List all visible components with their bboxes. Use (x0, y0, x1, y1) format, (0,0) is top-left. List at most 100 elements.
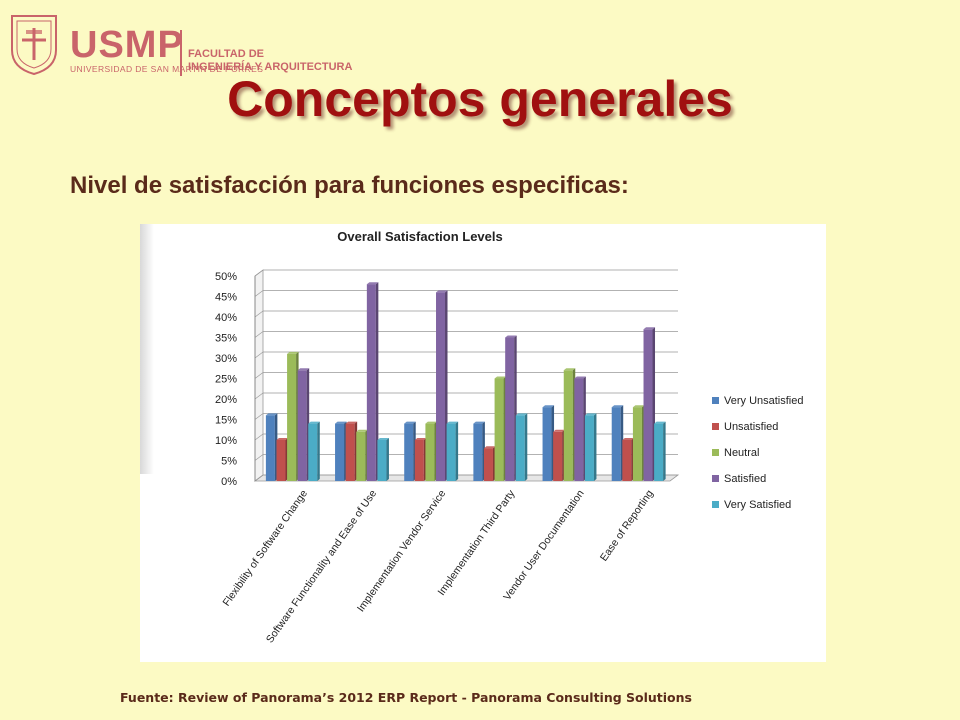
bar-top (494, 376, 507, 379)
bar-top (377, 438, 389, 440)
bar-side (593, 413, 597, 481)
bar (345, 423, 355, 481)
bar-top (574, 376, 586, 379)
x-tick-label: Ease of Reporting (598, 488, 656, 564)
bar-top (366, 282, 379, 285)
y-tick-label: 5% (221, 456, 237, 468)
legend-label: Very Unsatisfied (724, 395, 803, 407)
bar (483, 448, 493, 481)
logo-text: USMP (70, 24, 184, 66)
satisfaction-chart: Overall Satisfaction Levels 0% 5% 10% 15% 20%… (215, 229, 804, 646)
bar-top (505, 335, 517, 338)
bar (308, 423, 318, 481)
bar-top (436, 290, 448, 293)
bar (542, 407, 552, 481)
bar-top (356, 429, 368, 432)
university-seal-icon (11, 15, 57, 76)
y-tick-label: 50% (215, 271, 237, 283)
bar-top (632, 405, 645, 408)
logo-divider (180, 30, 182, 76)
bar-top (584, 413, 597, 416)
gridline-depth (254, 310, 264, 318)
slide-title: Conceptos generales (227, 71, 733, 127)
bar-top (345, 421, 358, 424)
bar-top (643, 327, 656, 330)
bar-top (446, 421, 459, 424)
bar (404, 423, 414, 481)
y-tick-label: 0% (221, 476, 237, 488)
legend-swatch (712, 475, 719, 482)
bar (265, 415, 275, 481)
bar (505, 337, 515, 481)
bar (622, 440, 632, 481)
legend-swatch (712, 501, 719, 508)
bar (584, 415, 594, 481)
bar-top (622, 438, 634, 440)
y-tick-label: 45% (215, 292, 237, 304)
x-tick-label: Vendor User Documentation (501, 488, 587, 603)
bar (643, 329, 653, 481)
bar-side (386, 438, 389, 481)
gridline-depth (254, 454, 264, 461)
y-tick-label: 35% (215, 333, 237, 345)
legend-label: Satisfied (724, 473, 766, 485)
bar-side (455, 421, 459, 481)
bar (414, 440, 424, 481)
bar (297, 370, 307, 481)
bar-side (663, 421, 666, 481)
bar-top (276, 438, 288, 440)
bar-top (553, 429, 565, 432)
bar (356, 431, 366, 481)
bar-top (414, 438, 427, 440)
slide-subtitle: Nivel de satisfacción para funciones esp… (70, 172, 629, 199)
gridline-depth (254, 351, 264, 359)
bar (276, 440, 286, 481)
bar (654, 423, 664, 481)
chart-container: Overall Satisfaction Levels 0% 5% 10% 15% 20%… (140, 224, 826, 662)
bar-top (563, 368, 576, 371)
bar-top (483, 446, 496, 449)
bar-top (335, 421, 347, 424)
gridline-depth (254, 269, 264, 277)
bar-top (611, 405, 624, 408)
bar (436, 292, 446, 481)
bar-top (473, 421, 485, 424)
gridline-depth (254, 372, 264, 379)
legend-swatch (712, 423, 719, 430)
gridline-depth (254, 474, 264, 482)
y-tick-label: 40% (215, 312, 237, 324)
legend-label: Unsatisfied (724, 421, 778, 433)
bar-top (287, 351, 299, 354)
bar (553, 431, 563, 481)
y-tick-label: 20% (215, 394, 237, 406)
bar-top (654, 421, 666, 424)
gridline-depth (254, 392, 264, 400)
legend-swatch (712, 397, 719, 404)
faculty-line-1: FACULTAD DE (188, 48, 264, 60)
faculty-name: FACULTAD DE INGENIERÍA Y ARQUITECTURA (188, 48, 352, 74)
chart-shadow (140, 224, 154, 474)
bar-top (297, 368, 310, 371)
bar-top (265, 413, 278, 416)
bar-side (375, 282, 379, 481)
gridline-depth (254, 433, 264, 441)
y-tick-label: 15% (215, 415, 237, 427)
legend-swatch (712, 449, 719, 456)
y-tick-label: 30% (215, 353, 237, 365)
bar (335, 423, 345, 481)
bar (446, 423, 456, 481)
bar-top (404, 421, 416, 424)
gridline-depth (254, 290, 264, 297)
bar (611, 407, 621, 481)
chart-title: Overall Satisfaction Levels (337, 229, 502, 244)
bar-top (425, 421, 437, 424)
faculty-line-2: INGENIERÍA Y ARQUITECTURA (188, 61, 353, 73)
logo-subtext: UNIVERSIDAD DE SAN MARTIN DE PORRES (70, 64, 264, 74)
bar (287, 353, 297, 481)
legend-label: Neutral (724, 447, 759, 459)
bar (494, 378, 504, 481)
bar (563, 370, 573, 481)
x-tick-label: Software Functionality and Ease of Use (264, 488, 379, 646)
x-tick-label: Implementation Third Party (436, 487, 518, 598)
y-tick-label: 10% (215, 435, 237, 447)
